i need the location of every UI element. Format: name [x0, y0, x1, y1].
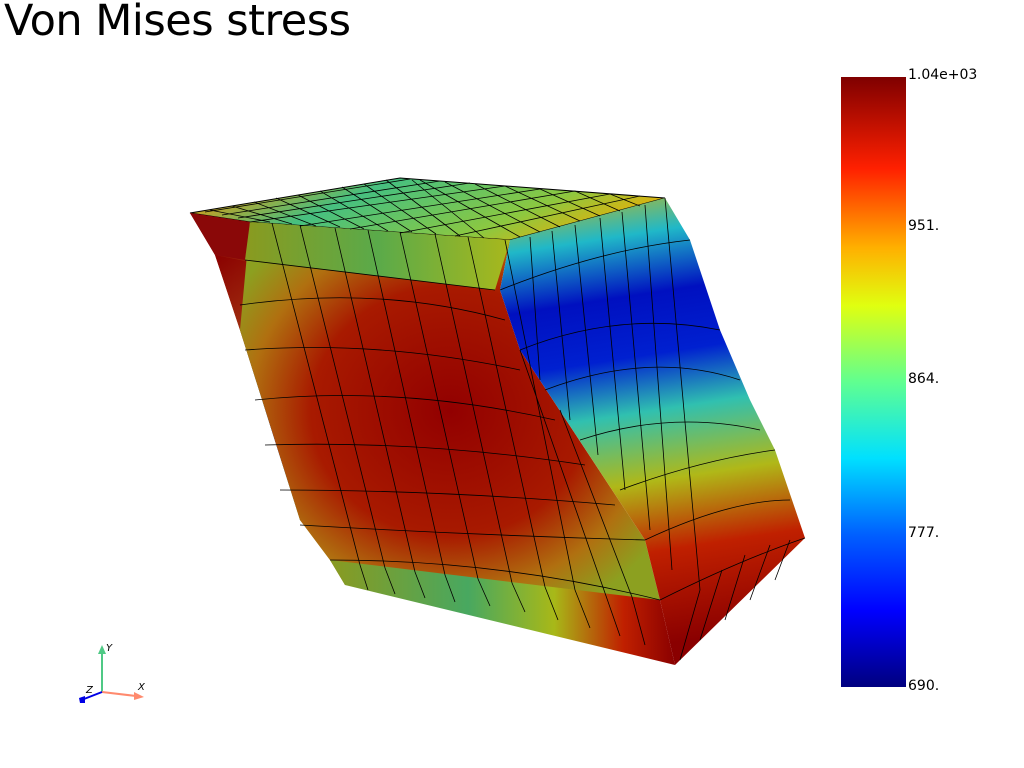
- stress-mesh: [189, 177, 806, 665]
- orientation-axes: Y X Z: [79, 643, 146, 703]
- x-axis-label: X: [137, 682, 146, 693]
- mesh-bottom-face: [330, 560, 675, 665]
- y-axis-label: Y: [106, 643, 113, 654]
- z-axis-label: Z: [85, 685, 94, 696]
- plot-title: Von Mises stress: [4, 0, 351, 46]
- y-axis-arrow-icon: [98, 645, 106, 692]
- scalar-bar-label: 777.: [908, 525, 940, 541]
- x-axis-arrow-icon: [101, 691, 144, 700]
- scalar-bar-label: 864.: [908, 371, 940, 387]
- scalar-bar-label: 951.: [908, 218, 940, 234]
- mesh-right-face: [500, 198, 805, 665]
- scalar-bar-label-max: 1.04e+03: [908, 67, 978, 83]
- z-axis-arrow-icon: [79, 691, 103, 703]
- scalar-bar: [841, 77, 906, 687]
- scalar-bar-label-min: 690.: [908, 678, 940, 694]
